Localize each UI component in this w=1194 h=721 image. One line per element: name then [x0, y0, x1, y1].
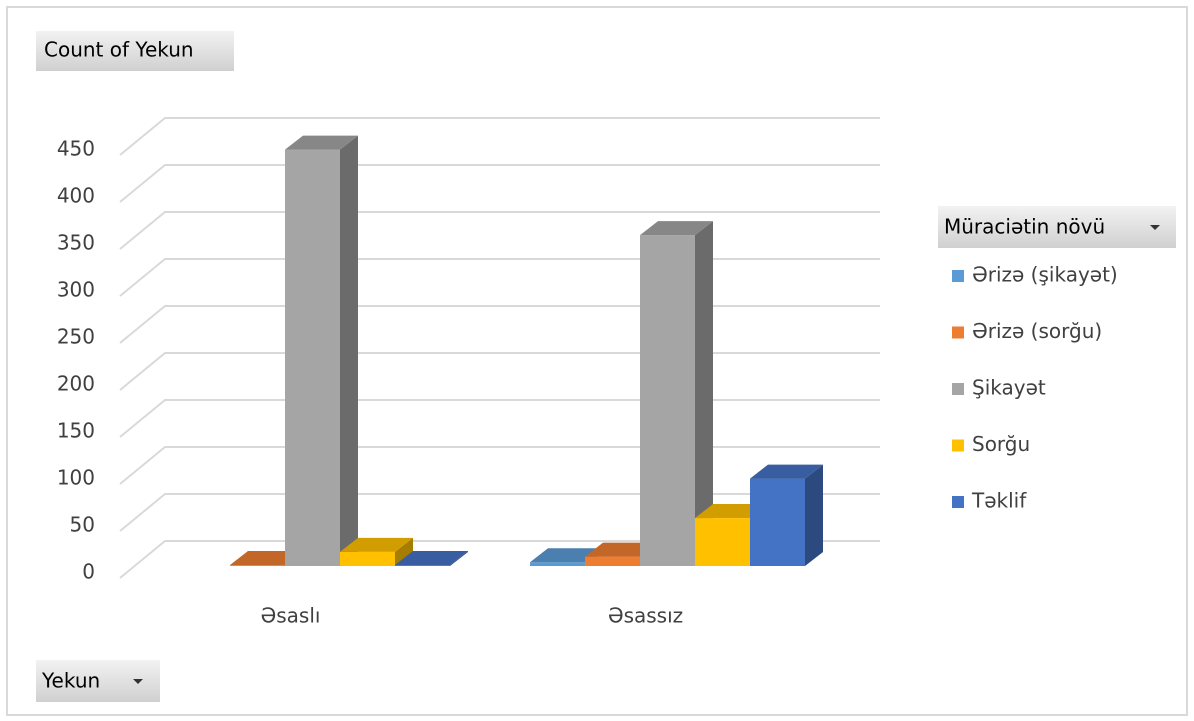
bar-top: [395, 551, 468, 566]
dropdown-arrow: [1150, 225, 1160, 230]
legend-swatch: [952, 270, 964, 282]
bar-front: [695, 518, 750, 566]
bar-front: [230, 565, 285, 566]
legend-swatch: [952, 326, 964, 339]
bar-top: [230, 551, 303, 566]
y-tick-label: 450: [57, 137, 95, 161]
bar-front: [340, 551, 395, 566]
grid-line: [119, 117, 880, 156]
bar-top: [695, 504, 768, 519]
bar: [640, 221, 713, 566]
bar-front: [285, 149, 340, 566]
bar: [285, 135, 358, 566]
bar-side: [695, 221, 713, 566]
button-bg: [36, 31, 234, 71]
bar-top: [640, 221, 713, 236]
bar-top: [585, 542, 658, 557]
bar-side: [805, 464, 823, 566]
y-tick-label: 100: [57, 466, 95, 490]
axis-field-button[interactable]: Yekun: [36, 660, 160, 702]
y-tick-label: 300: [57, 278, 95, 302]
y-tick-label: 400: [57, 184, 95, 208]
legend-label: Ərizə (sorğu): [972, 319, 1102, 343]
value-field-button[interactable]: Count of Yekun: [36, 31, 234, 71]
legend-title: Müraciətin növü: [944, 215, 1105, 239]
bar-top: [285, 135, 358, 150]
bar: [395, 551, 468, 566]
legend-field-button[interactable]: Müraciətin növü: [938, 206, 1176, 248]
legend-label: Sorğu: [972, 432, 1030, 456]
bar-front: [585, 556, 640, 566]
dropdown-arrow: [133, 679, 143, 684]
legend-swatch: [952, 439, 964, 452]
y-tick-label: 0: [82, 560, 95, 584]
chart-title: Count of Yekun: [44, 38, 194, 62]
grid-line: [119, 211, 880, 250]
bar-front: [395, 565, 450, 566]
bar-front: [640, 235, 695, 566]
x-tick-label: Əsaslı: [261, 604, 321, 628]
bar-top: [750, 464, 823, 479]
x-field: Yekun: [41, 669, 100, 693]
y-tick-label: 150: [57, 419, 95, 443]
button-bg: [938, 206, 1176, 248]
y-tick-label: 200: [57, 372, 95, 396]
bar-top: [340, 537, 413, 552]
bar-side: [340, 135, 358, 566]
legend-swatch: [952, 383, 964, 395]
chart-border: [6, 6, 1188, 716]
legend-label: Ərizə (şikayət): [972, 263, 1118, 287]
y-tick-label: 250: [57, 325, 95, 349]
bar-side: [450, 551, 468, 566]
y-tick-label: 350: [57, 231, 95, 255]
bar-front: [750, 478, 805, 566]
y-tick-label: 50: [70, 513, 95, 537]
legend-swatch: [952, 496, 964, 508]
grid-line: [119, 164, 880, 203]
legend-label: Şikayət: [972, 376, 1046, 400]
bar-top: [530, 548, 603, 563]
x-tick-label: Əsassız: [608, 604, 683, 628]
bar: [340, 537, 413, 566]
bar-front: [530, 562, 585, 566]
legend-label: Təklif: [971, 489, 1027, 513]
bar: [750, 464, 823, 566]
bar-side: [395, 537, 413, 566]
